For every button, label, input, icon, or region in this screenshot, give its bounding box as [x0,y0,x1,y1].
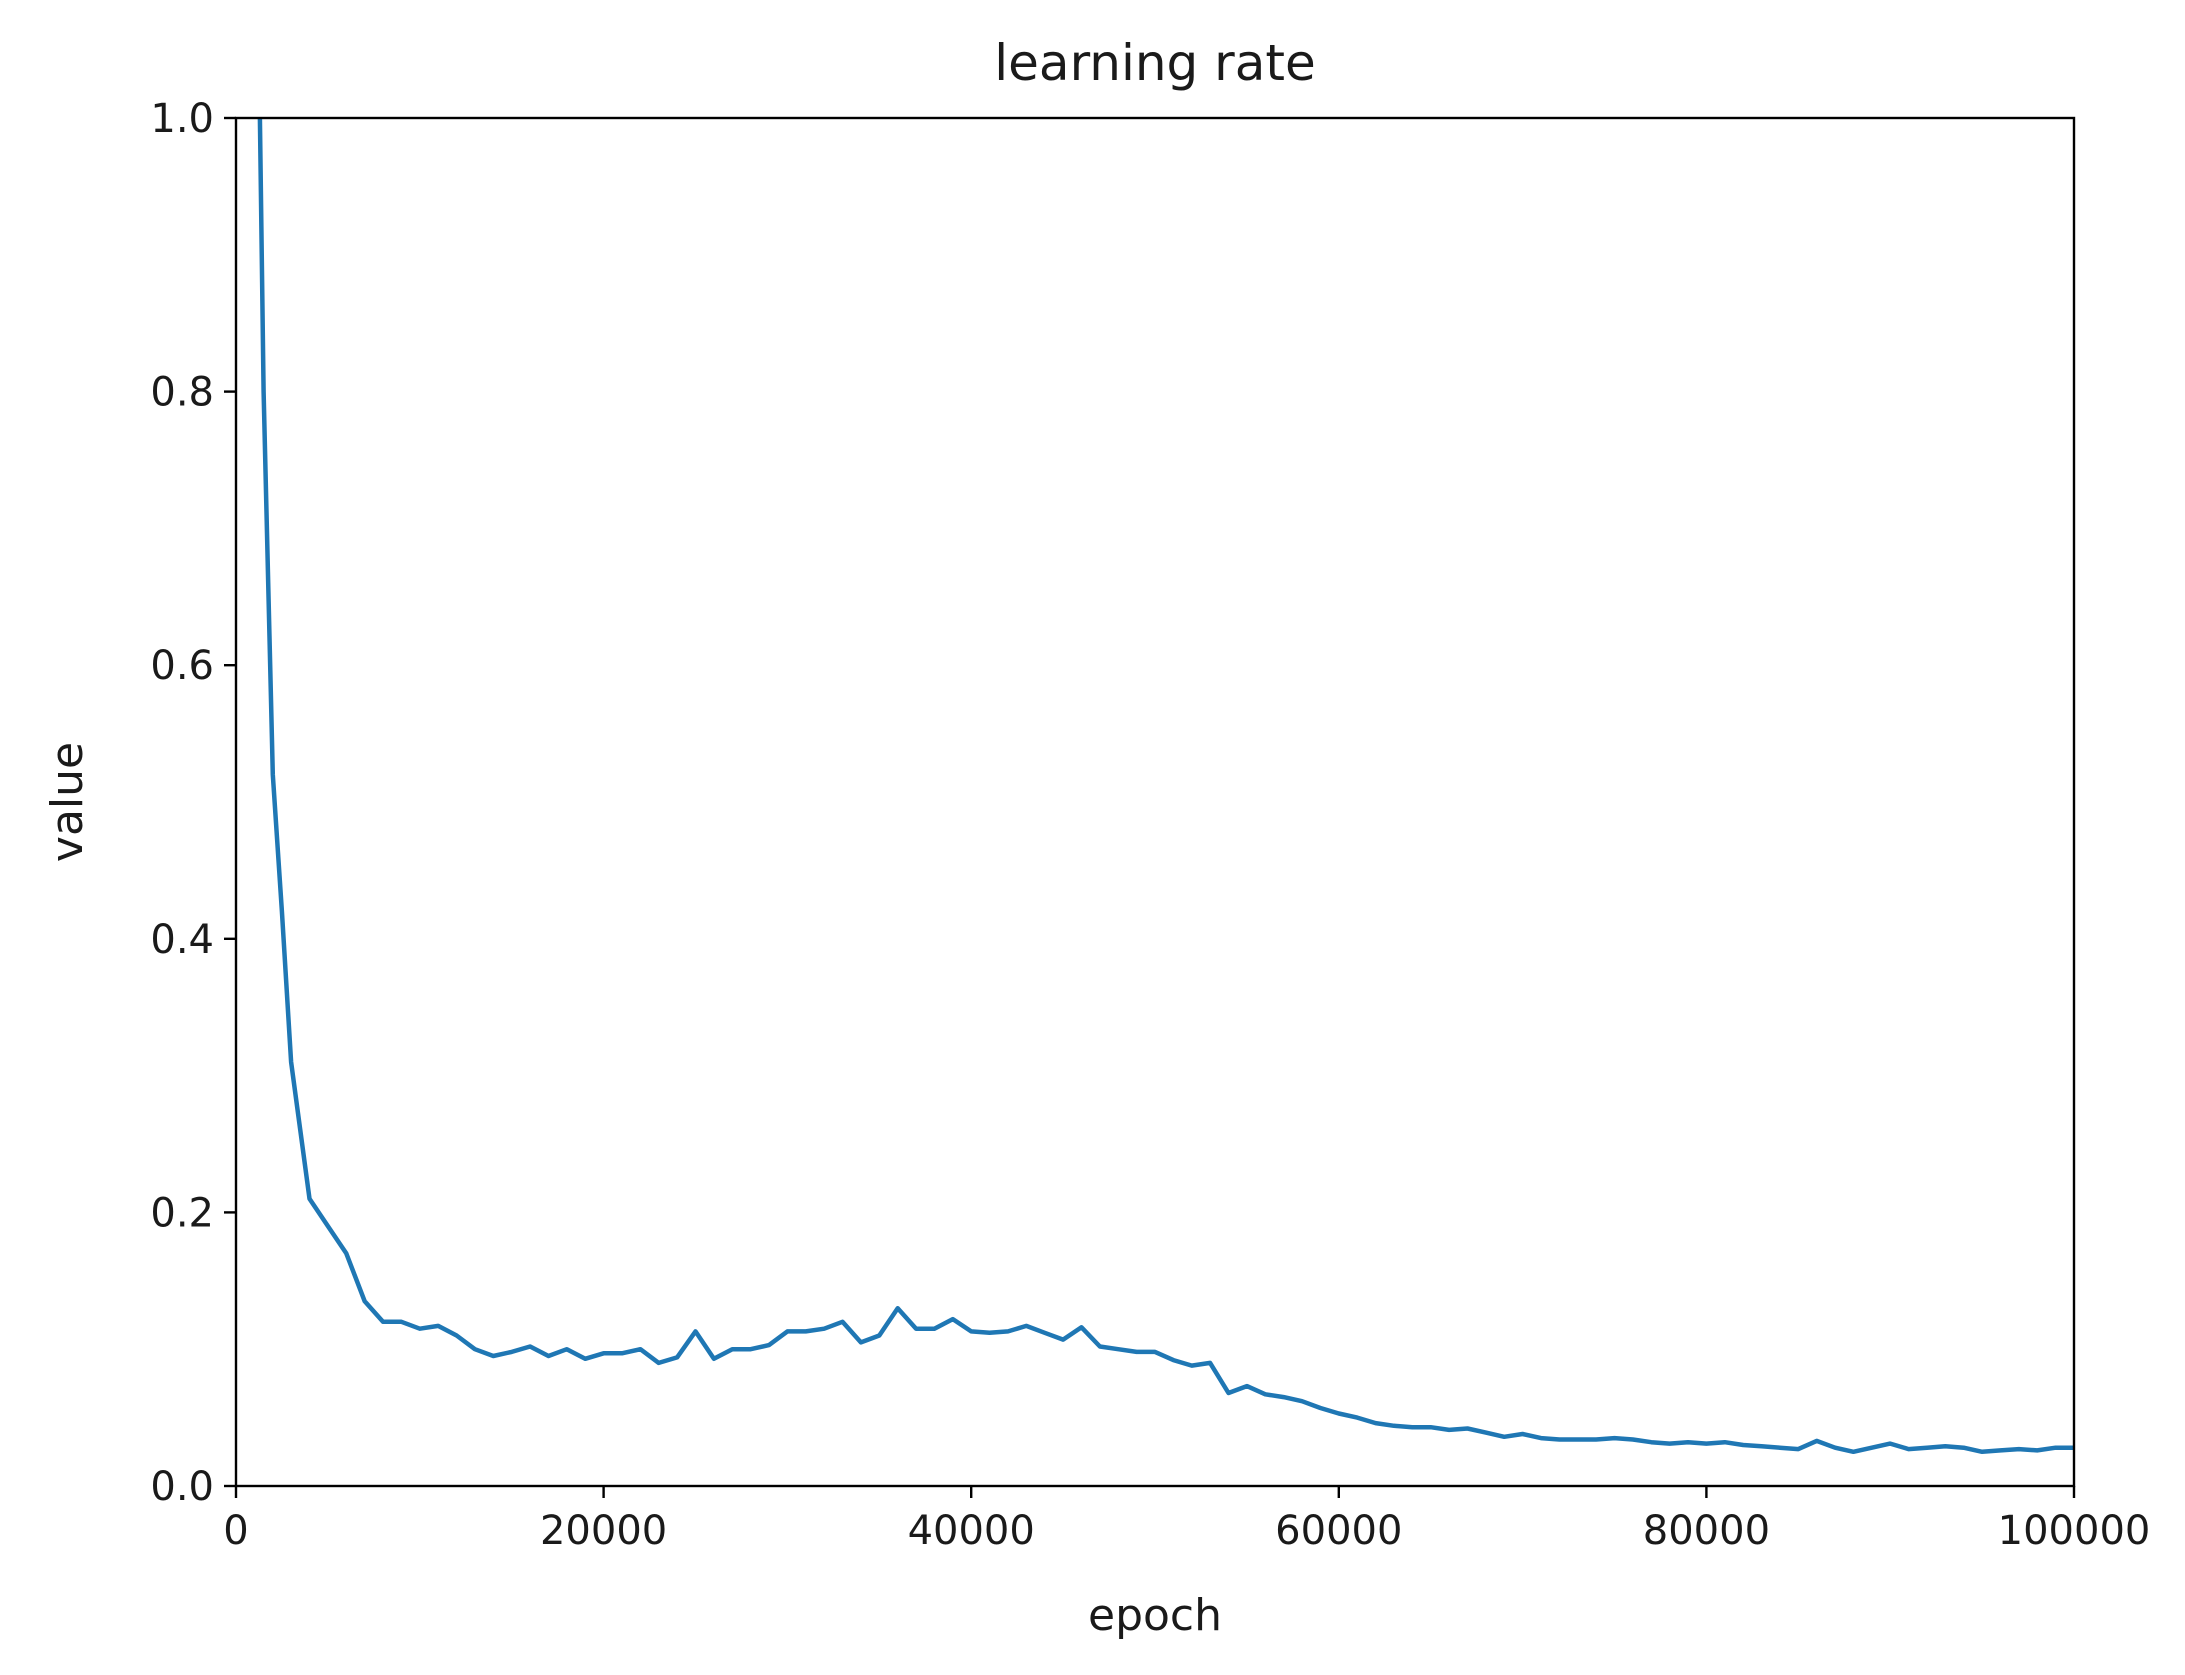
y-axis-ticks: 0.0 0.2 0.4 0.6 0.8 1.0 [150,96,236,1510]
x-tick-label: 60000 [1275,1508,1402,1554]
plot-frame [234,116,2076,1488]
y-tick-label: 1.0 [150,96,214,142]
y-tick-label: 0.4 [150,917,214,963]
plot-area [236,118,2074,1486]
x-tick-label: 80000 [1643,1508,1770,1554]
y-tick-label: 0.8 [150,370,214,416]
x-tick-label: 0 [223,1508,248,1554]
x-tick-label: 100000 [1998,1508,2151,1554]
x-tick-label: 40000 [908,1508,1035,1554]
x-tick-label: 20000 [540,1508,667,1554]
series-line-0 [257,118,2074,1455]
series-layer [257,118,2074,1455]
x-axis-label: epoch [1088,1590,1222,1641]
x-axis-ticks: 0 20000 40000 60000 80000 100000 [223,1486,2150,1554]
y-tick-label: 0.6 [150,643,214,689]
chart-title: learning rate [994,34,1315,92]
y-axis-label: value [42,742,93,862]
y-tick-label: 0.0 [150,1464,214,1510]
y-tick-label: 0.2 [150,1190,214,1236]
